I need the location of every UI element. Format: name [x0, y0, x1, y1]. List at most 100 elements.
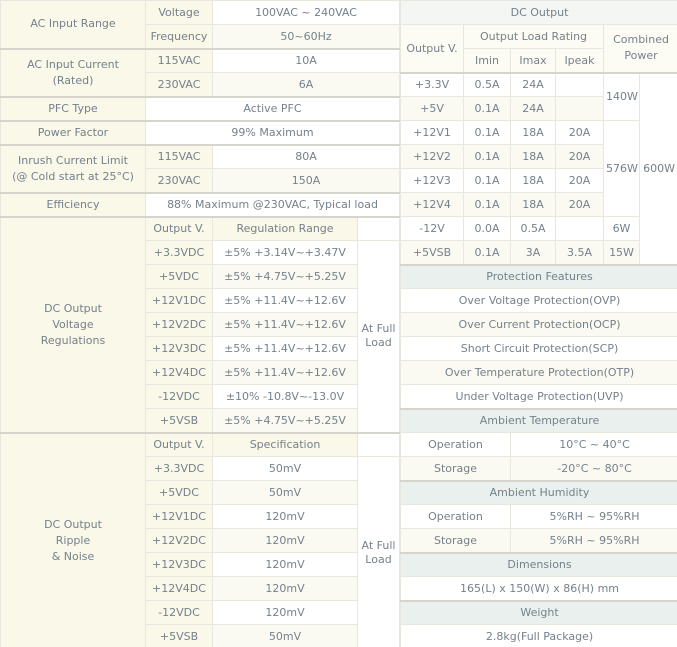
weight-value: 2.8kg(Full Package) — [399, 624, 677, 647]
ac-current-115vac-key: 115VAC — [145, 47, 213, 73]
dc-row-imin: 0.5A — [463, 71, 511, 97]
frequency-key: Frequency — [145, 24, 213, 49]
combined-600w: 600W — [638, 71, 677, 265]
pfc-type-value: Active PFC — [145, 95, 400, 121]
dc-output-voltage-regulations-label: DC Output Voltage Regulations — [0, 215, 146, 433]
dc-row-ipeak — [555, 96, 604, 121]
ripple-row-value: 120mV — [212, 552, 358, 577]
combined-15w: 15W — [603, 240, 640, 265]
ripple-row-value: 120mV — [212, 600, 358, 625]
efficiency-value: 88% Maximum @230VAC, Typical load — [145, 191, 400, 217]
regulation-row-value: ±10% -10.8V~-13.0V — [212, 384, 358, 409]
regulation-row-key: -12VDC — [145, 384, 213, 409]
dc-row-imin: 0.1A — [463, 192, 511, 217]
regulation-row-key: +12V2DC — [145, 312, 213, 337]
dc-output-spec-table: DC Output Output V. Output Load Rating C… — [399, 0, 677, 647]
temperature-storage-key: Storage — [400, 456, 511, 481]
dc-row-output: +5V — [400, 96, 464, 121]
regulation-header-spacer — [357, 215, 400, 241]
power-factor-value: 99% Maximum — [145, 119, 400, 145]
frequency-value: 50~60Hz — [212, 24, 400, 49]
dc-row-imin: 0.0A — [463, 216, 511, 241]
ac-current-230vac-value: 6A — [212, 72, 400, 97]
temperature-operation-key: Operation — [400, 432, 511, 457]
humidity-storage-value: 5%RH ~ 95%RH — [509, 528, 677, 553]
regulation-row-value: ±5% +11.4V~+12.6V — [212, 288, 358, 313]
dc-output-header: DC Output — [399, 0, 677, 25]
regulation-row-value: ±5% +4.75V~+5.25V — [212, 264, 358, 289]
output-load-rating-header: Output Load Rating — [463, 24, 604, 49]
output-v-header: Output V. — [400, 24, 464, 73]
regulation-row-key: +12V1DC — [145, 288, 213, 313]
ripple-row-key: +12V3DC — [145, 552, 213, 577]
dc-row-output: +12V4 — [400, 192, 464, 217]
ac-current-115vac-value: 10A — [212, 47, 400, 73]
dc-row-imax: 24A — [510, 96, 556, 121]
combined-power-header: Combined Power — [602, 24, 677, 73]
dc-row-output: -12V — [400, 216, 464, 241]
efficiency-label: Efficiency — [0, 191, 146, 217]
imin-header: Imin — [463, 48, 511, 73]
regulation-row-key: +12V4DC — [145, 360, 213, 385]
ambient-temperature-header: Ambient Temperature — [399, 407, 677, 433]
regulation-range-header: Regulation Range — [212, 215, 358, 241]
dc-row-output: +12V3 — [400, 168, 464, 193]
protection-item: Short Circuit Protection(SCP) — [399, 336, 677, 361]
inrush-115vac-value: 80A — [212, 143, 400, 169]
power-factor-label: Power Factor — [0, 119, 146, 145]
ripple-row-value: 120mV — [212, 576, 358, 601]
humidity-operation-value: 5%RH ~ 95%RH — [509, 504, 677, 529]
humidity-operation-key: Operation — [400, 504, 511, 529]
dc-row-imax: 3A — [510, 240, 556, 265]
ripple-row-key: +12V1DC — [145, 504, 213, 529]
ripple-row-key: +12V4DC — [145, 576, 213, 601]
voltage-value: 100VAC ~ 240VAC — [212, 0, 400, 25]
dc-row-output: +12V1 — [400, 120, 464, 145]
dc-row-imin: 0.1A — [463, 240, 511, 265]
dc-row-ipeak — [555, 216, 604, 241]
inrush-115vac-key: 115VAC — [145, 143, 213, 169]
protection-item: Under Voltage Protection(UVP) — [399, 384, 677, 409]
regulation-row-value: ±5% +11.4V~+12.6V — [212, 360, 358, 385]
combined-576w: 576W — [603, 120, 640, 217]
dc-row-imax: 18A — [510, 144, 556, 169]
dc-row-ipeak: 20A — [555, 168, 604, 193]
ripple-row-key: +12V2DC — [145, 528, 213, 553]
dc-row-ipeak: 20A — [555, 144, 604, 169]
imax-header: Imax — [510, 48, 556, 73]
dc-row-output: +5VSB — [400, 240, 464, 265]
regulation-row-key: +5VDC — [145, 264, 213, 289]
regulation-row-value: ±5% +3.14V~+3.47V — [212, 240, 358, 265]
ripple-output-v-header: Output V. — [145, 431, 213, 457]
combined-140w: 140W — [603, 71, 640, 121]
ripple-row-key: -12VDC — [145, 600, 213, 625]
ripple-row-key: +5VSB — [145, 624, 213, 647]
input-spec-table: AC Input Range Voltage 100VAC ~ 240VAC F… — [0, 0, 400, 647]
ipeak-header: Ipeak — [555, 48, 604, 73]
dc-row-imin: 0.1A — [463, 120, 511, 145]
ripple-specification-header: Specification — [212, 431, 358, 457]
regulation-row-value: ±5% +11.4V~+12.6V — [212, 336, 358, 361]
dc-row-imin: 0.1A — [463, 96, 511, 121]
protection-features-header: Protection Features — [399, 263, 677, 289]
regulation-row-key: +5VSB — [145, 408, 213, 433]
regulation-row-key: +12V3DC — [145, 336, 213, 361]
dc-row-imin: 0.1A — [463, 168, 511, 193]
ripple-row-key: +3.3VDC — [145, 456, 213, 481]
dc-row-output: +12V2 — [400, 144, 464, 169]
dc-row-imax: 18A — [510, 120, 556, 145]
regulation-output-v-header: Output V. — [145, 215, 213, 241]
ripple-row-value: 50mV — [212, 480, 358, 505]
temperature-storage-value: -20°C ~ 80°C — [509, 456, 677, 481]
ripple-row-value: 50mV — [212, 456, 358, 481]
weight-header: Weight — [399, 599, 677, 625]
humidity-storage-key: Storage — [400, 528, 511, 553]
protection-item: Over Current Protection(OCP) — [399, 312, 677, 337]
temperature-operation-value: 10°C ~ 40°C — [509, 432, 677, 457]
inrush-230vac-key: 230VAC — [145, 168, 213, 193]
dc-row-imax: 24A — [510, 71, 556, 97]
ripple-row-value: 120mV — [212, 504, 358, 529]
ambient-humidity-header: Ambient Humidity — [399, 479, 677, 505]
combined-6w: 6W — [603, 216, 640, 241]
